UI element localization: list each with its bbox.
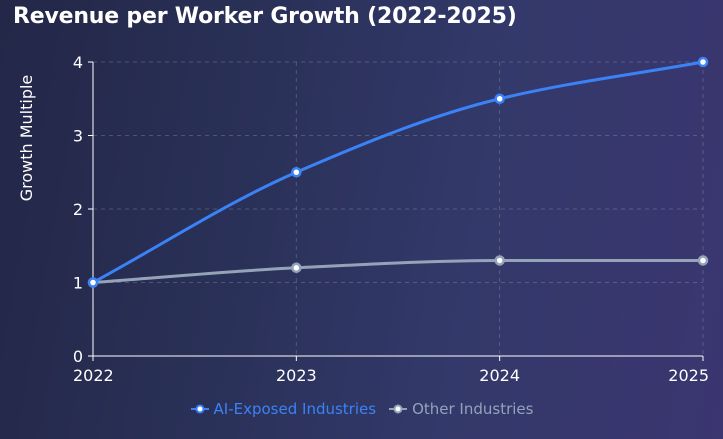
data-point-ai-exposed-industries: [697, 56, 709, 68]
y-tick-label: 1: [73, 274, 83, 293]
x-tick-label: 2023: [276, 366, 317, 385]
data-point-ai-exposed-industries: [291, 167, 302, 178]
data-point-ai-exposed-industries: [87, 277, 99, 288]
series-line-other-industries: [91, 258, 705, 284]
series: [87, 56, 709, 288]
y-tick-label: 0: [73, 347, 83, 366]
x-tick-label: 2024: [479, 366, 520, 385]
legend-label: AI-Exposed Industries: [213, 400, 377, 418]
legend-item-other-industries[interactable]: Other Industries: [388, 400, 533, 418]
axes: 0 1 2 3 4 2022 2023 2024 2025: [73, 53, 709, 385]
chart-title: Revenue per Worker Growth (2022-2025): [13, 4, 517, 29]
x-tick-label: 2025: [668, 366, 709, 385]
y-tick-label: 3: [73, 127, 83, 146]
data-point-other-industries: [494, 255, 505, 266]
data-point-other-industries: [697, 255, 709, 266]
data-point-other-industries: [291, 262, 302, 274]
legend-label: Other Industries: [412, 400, 534, 418]
series-line-ai-exposed-industries: [91, 60, 705, 284]
legend: AI-Exposed Industries Other Industries: [0, 400, 723, 418]
grid: [93, 61, 704, 356]
y-axis-label: Growth Multiple: [17, 75, 36, 202]
legend-swatch-icon: [190, 404, 209, 414]
legend-item-ai-exposed-industries[interactable]: AI-Exposed Industries: [190, 400, 377, 418]
legend-swatch-icon: [389, 404, 408, 414]
data-point-ai-exposed-industries: [494, 93, 505, 104]
y-tick-label: 4: [73, 53, 83, 72]
y-tick-label: 2: [73, 200, 83, 219]
x-tick-label: 2022: [73, 366, 114, 385]
